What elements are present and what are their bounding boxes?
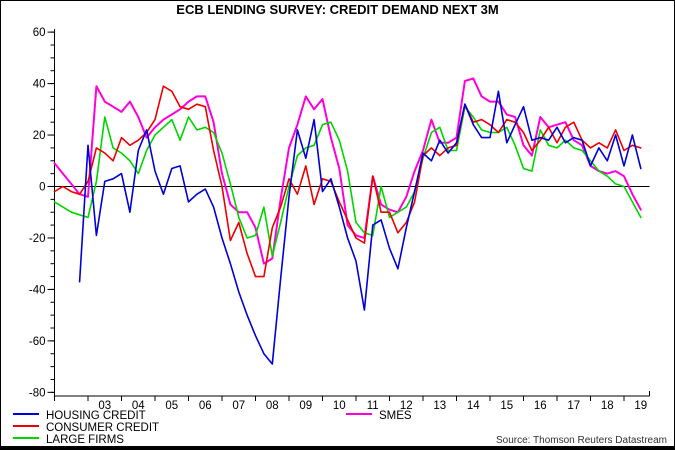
consumer-credit-line-swatch (13, 424, 39, 427)
legend-label: SMES (379, 410, 412, 422)
x-axis-tick-label: 14 (467, 400, 480, 412)
y-axis-tick-label: 20 (33, 130, 46, 142)
legend-label: CONSUMER CREDIT (46, 422, 160, 434)
x-axis-tick-label: 15 (500, 400, 513, 412)
housing-credit-line-swatch (13, 412, 39, 415)
y-axis-tick-label: -60 (29, 336, 46, 348)
x-axis-tick-label: 16 (534, 400, 547, 412)
x-axis-tick-label: 09 (299, 400, 312, 412)
legend-item-smes: SMES (346, 410, 412, 422)
x-axis-tick-label: 05 (165, 400, 178, 412)
x-axis-tick-label: 18 (601, 400, 614, 412)
y-axis-tick-label: 60 (33, 27, 46, 39)
x-axis-tick-label: 11 (367, 400, 379, 412)
series-line-smes (53, 77, 642, 265)
x-axis-tick-label: 13 (433, 400, 446, 412)
y-axis-tick-label: 40 (33, 79, 46, 91)
series-line-consumer-credit (53, 85, 642, 278)
series-line-housing-credit (78, 90, 642, 365)
legend-item-housing-credit: HOUSING CREDIT (13, 410, 146, 422)
source-attribution: Source: Thomson Reuters Datastream (495, 435, 667, 446)
legend-label: LARGE FIRMS (46, 434, 124, 446)
x-axis-tick-label: 04 (132, 400, 145, 412)
y-axis-tick-label: -80 (29, 387, 46, 399)
x-axis-tick-label: 03 (98, 400, 111, 412)
x-axis-tick-label: 12 (400, 400, 413, 412)
legend-item-consumer-credit: CONSUMER CREDIT (13, 422, 159, 434)
large-firms-line-swatch (13, 436, 39, 439)
legend-label: HOUSING CREDIT (46, 410, 146, 422)
x-axis-tick-label: 07 (232, 400, 245, 412)
y-axis-tick-label: -20 (29, 233, 46, 245)
x-axis-tick-label: 08 (266, 400, 279, 412)
x-axis-tick-label: 10 (333, 400, 346, 412)
y-axis-tick-label: -40 (29, 284, 46, 296)
legend-item-large-firms: LARGE FIRMS (13, 434, 124, 446)
x-axis-tick-label: 17 (567, 400, 580, 412)
x-axis-tick-label: 19 (634, 400, 647, 412)
chart-title: ECB LENDING SURVEY: CREDIT DEMAND NEXT 3… (176, 2, 499, 17)
smes-line-swatch (346, 412, 372, 415)
y-axis-tick-label: 0 (39, 182, 45, 194)
x-axis-tick-label: 06 (199, 400, 212, 412)
